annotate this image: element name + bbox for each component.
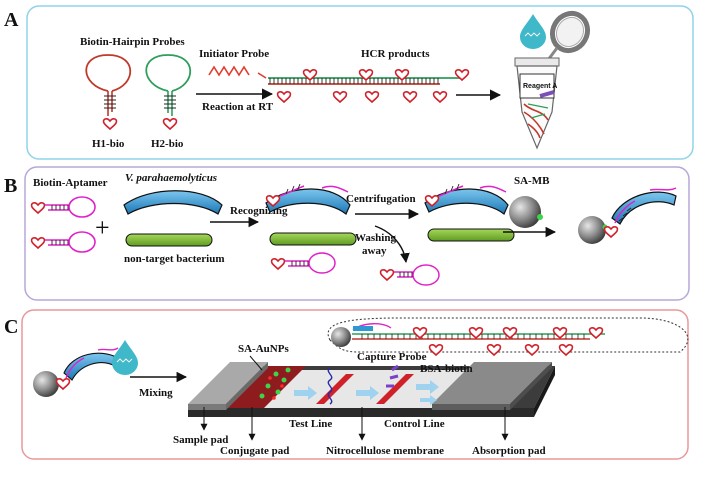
mb-complex-icon — [33, 347, 119, 397]
panel-c-label: C — [4, 316, 18, 338]
auNP-label: SA-AuNPs — [238, 343, 289, 355]
reaction-tube-icon — [514, 10, 591, 150]
panel-c: C Mixing — [4, 309, 689, 460]
test-line-label: Test Line — [289, 418, 332, 430]
sample-droplet-icon — [112, 340, 138, 375]
separated-complex-icon — [424, 183, 515, 242]
washing-arrow — [374, 225, 410, 263]
initiator-label: Initiator Probe — [199, 48, 269, 60]
nitrocellulose-membrane — [262, 370, 470, 408]
h1-hairpin-icon — [85, 54, 132, 130]
aptamer-probe-icon — [30, 196, 96, 218]
mb-bound-complex-icon — [578, 187, 677, 244]
sample-pad-label: Sample pad — [173, 434, 228, 446]
hcr-label: HCR products — [361, 48, 430, 60]
plus-sign: + — [95, 213, 110, 242]
panel-a-label: A — [4, 9, 19, 31]
panel-a: A Biotin-Hairpin Probes H1-bio H2-bio — [4, 5, 694, 160]
h2-label: H2-bio — [151, 138, 184, 150]
bsa-biotin-label: BSA-biotin — [420, 363, 473, 375]
washing-label-2: away — [362, 245, 387, 257]
panel-a-frame — [26, 5, 694, 160]
washing-label-1: Washing — [355, 232, 396, 244]
absorption-pad — [432, 362, 552, 404]
h2-hairpin-icon — [145, 54, 192, 130]
test-line — [316, 374, 354, 404]
sa-mb-bead-icon — [509, 196, 541, 228]
flow-arrow-icon — [294, 386, 317, 400]
probes-title: Biotin-Hairpin Probes — [80, 36, 185, 48]
panel-b-frame — [24, 166, 690, 301]
sample-pad — [188, 362, 268, 404]
hcr-product-duplex — [257, 69, 470, 103]
flow-arrow-icon — [356, 386, 379, 400]
centrifugation-label: Centrifugation — [346, 193, 416, 205]
membrane-label: Nitrocellulose membrane — [326, 445, 444, 457]
flow-arrow-icon — [416, 380, 439, 394]
bound-complex-icon — [265, 183, 357, 274]
hcr-product-inset — [331, 323, 605, 356]
panel-b: B Biotin-Aptamer + V. parahaemolyticus n… — [4, 166, 690, 301]
aptamer-label: Biotin-Aptamer — [33, 177, 108, 189]
initiator-probe-icon — [208, 65, 250, 77]
lateral-flow-strip — [188, 362, 555, 417]
mixing-label: Mixing — [139, 387, 173, 399]
reaction-label: Reaction at RT — [202, 101, 274, 113]
bsa-biotin-icon — [386, 364, 399, 388]
au-nanoparticle-icon — [259, 367, 291, 399]
tube-label: Reagent A — [523, 83, 557, 90]
control-line-label: Control Line — [384, 418, 445, 430]
droplet-icon — [520, 14, 546, 49]
samb-label: SA-MB — [514, 175, 550, 187]
capture-probe-label: Capture Probe — [357, 351, 427, 363]
absorption-pad-label: Absorption pad — [472, 445, 546, 457]
capture-probe-icon — [327, 367, 333, 405]
aptamer-probe-icon — [30, 231, 96, 253]
h1-label: H1-bio — [92, 138, 125, 150]
panel-b-label: B — [4, 175, 17, 197]
vibrio-bacterium-icon — [123, 190, 223, 215]
hcr-inset-outline — [327, 317, 689, 353]
control-line — [376, 374, 414, 404]
target-label: V. parahaemolyticus — [125, 172, 217, 184]
nontarget-bacterium-icon — [125, 233, 213, 247]
washed-aptamer-icon — [379, 264, 440, 286]
panel-c-frame — [21, 309, 689, 460]
nontarget-label: non-target bacterium — [124, 253, 225, 265]
conjugate-pad-label: Conjugate pad — [220, 445, 289, 457]
